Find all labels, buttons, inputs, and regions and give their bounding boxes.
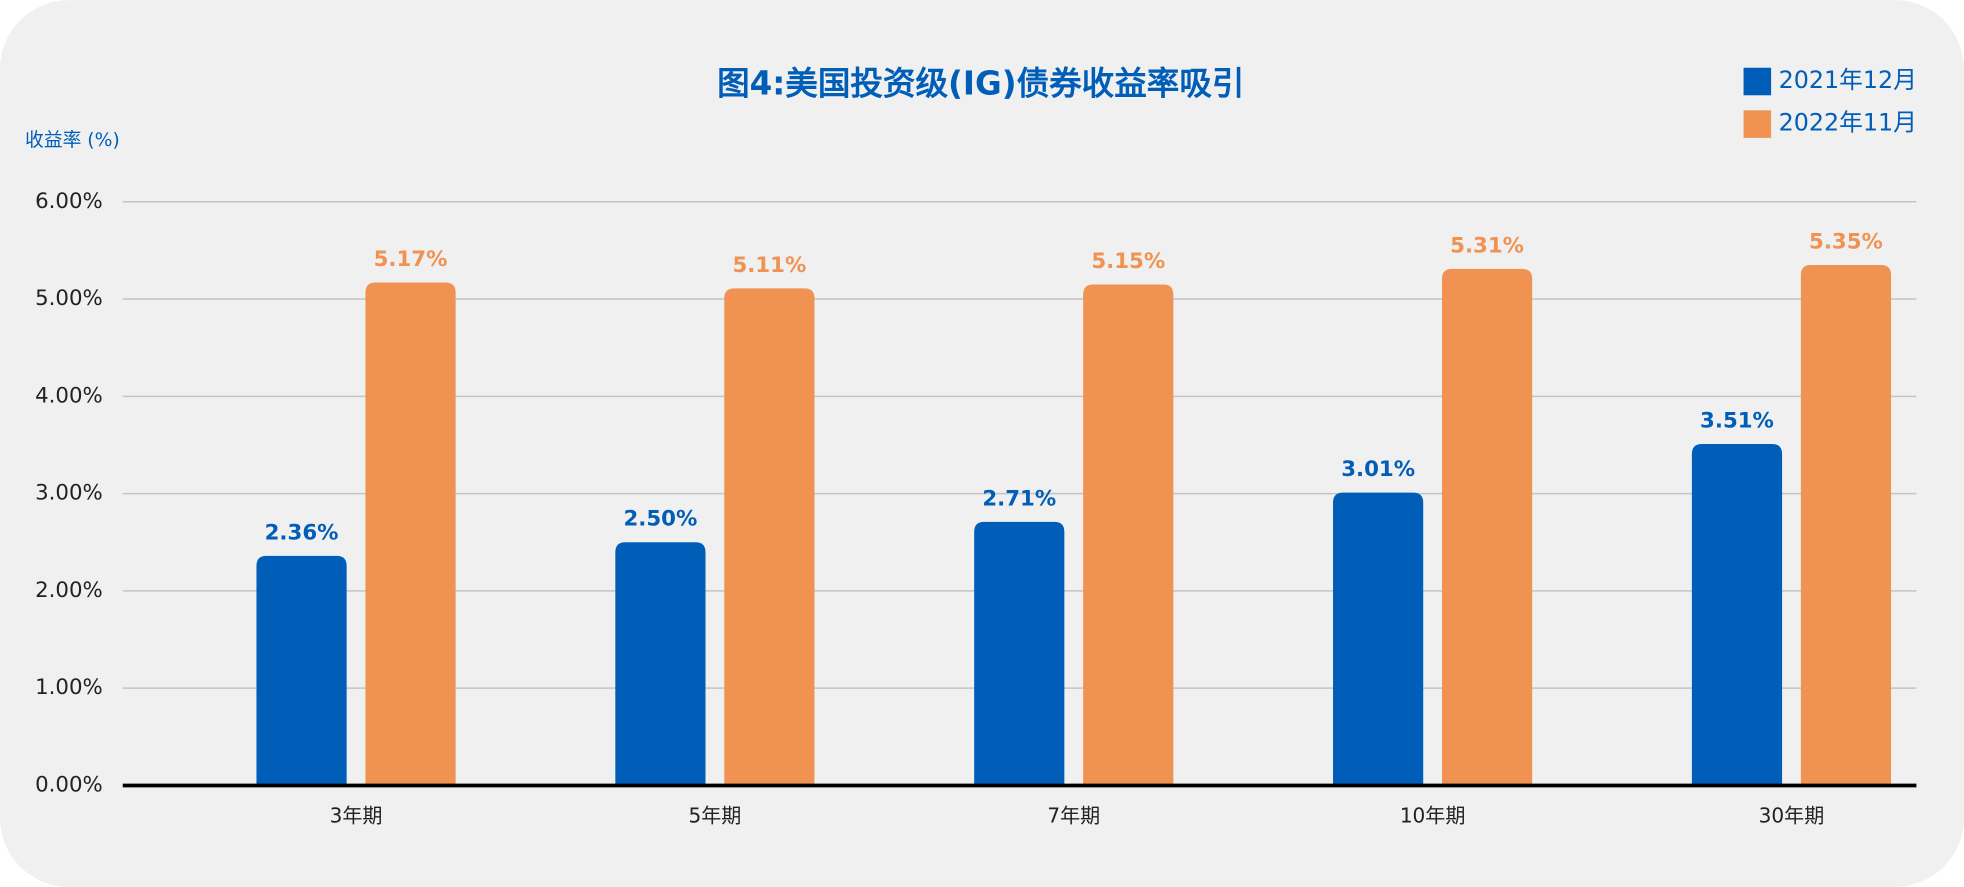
bar <box>1083 284 1174 786</box>
bar <box>1800 264 1892 786</box>
data-label: 3.51% <box>1700 408 1774 433</box>
data-label: 2.71% <box>982 486 1056 511</box>
x-tick-label: 5年期 <box>688 803 741 827</box>
y-tick-label: 2.00% <box>35 578 103 603</box>
y-tick-label: 4.00% <box>35 383 103 408</box>
legend-swatch <box>1743 110 1772 138</box>
bar <box>1691 443 1783 786</box>
x-tick-label: 10年期 <box>1400 803 1466 827</box>
bar <box>724 288 815 786</box>
bar <box>365 282 456 786</box>
data-label: 5.11% <box>732 253 806 278</box>
data-label: 2.36% <box>265 520 339 545</box>
y-tick-label: 0.00% <box>35 772 103 797</box>
data-label: 5.17% <box>374 247 448 272</box>
legend-label: 2021年12月 <box>1779 66 1917 94</box>
x-tick-label: 30年期 <box>1759 803 1825 827</box>
data-label: 3.01% <box>1341 457 1415 482</box>
legend-swatch <box>1743 67 1772 96</box>
bar <box>256 555 347 786</box>
chart-title: 图4:美国投资级(IG)债券收益率吸引 <box>717 64 1244 102</box>
bar <box>1441 268 1533 786</box>
y-tick-label: 5.00% <box>35 286 103 311</box>
x-tick-label: 7年期 <box>1047 803 1100 827</box>
data-label: 2.50% <box>623 507 697 532</box>
data-label: 5.15% <box>1091 249 1165 274</box>
legend-label: 2022年11月 <box>1779 109 1917 137</box>
bar <box>974 521 1065 786</box>
y-tick-label: 6.00% <box>35 189 103 214</box>
y-axis-label: 收益率 (%) <box>25 129 120 151</box>
y-tick-label: 1.00% <box>35 675 103 700</box>
data-label: 5.31% <box>1450 233 1524 258</box>
data-label: 5.35% <box>1809 229 1883 254</box>
x-tick-label: 3年期 <box>330 803 383 827</box>
y-tick-label: 3.00% <box>35 481 103 506</box>
bar <box>615 542 706 786</box>
bar <box>1333 492 1424 786</box>
